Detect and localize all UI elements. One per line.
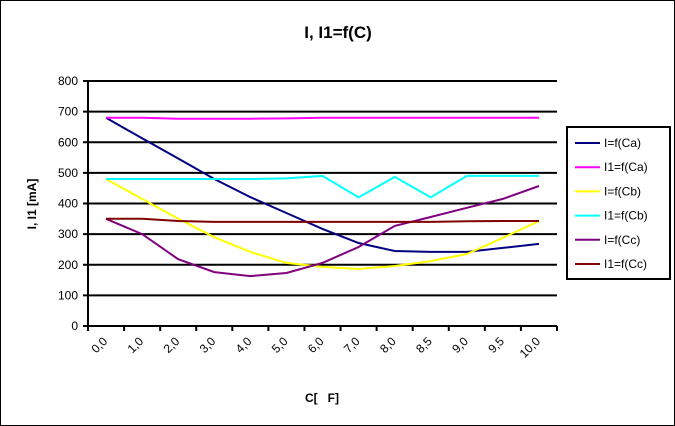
x-tick-label: 6,0: [305, 334, 327, 356]
legend-label: I1=f(Cb): [604, 209, 648, 223]
x-tick-label: 5,0: [269, 334, 291, 356]
y-tick-label: 400: [58, 197, 78, 211]
x-tick-label: 7,0: [341, 334, 363, 356]
x-tick-label: 9,5: [485, 334, 507, 356]
x-tick-label: 8,0: [377, 334, 399, 356]
x-tick-label: 10,0: [517, 334, 544, 361]
x-tick-label: 1,0: [125, 334, 147, 356]
x-tick-label: 9,0: [449, 334, 471, 356]
y-tick-label: 100: [58, 288, 78, 302]
y-tick-label: 800: [58, 74, 78, 88]
legend-label: I1=f(Ca): [604, 160, 648, 174]
series-line-3: [106, 174, 539, 199]
y-tick-label: 200: [58, 258, 78, 272]
legend-label: I=f(Cc): [604, 233, 640, 247]
legend-label: I=f(Cb): [604, 184, 641, 198]
x-tick-label: 4,0: [233, 334, 255, 356]
y-tick-label: 700: [58, 105, 78, 119]
series-line-0: [105, 116, 540, 253]
gridlines: [88, 80, 557, 297]
legend-label: I1=f(Cc): [604, 257, 647, 271]
x-tick-label: 2,0: [161, 334, 183, 356]
legend-box: [566, 126, 671, 280]
legend: I=f(Ca) I1=f(Ca) I=f(Cb) I1=f(Cb) I=f(Cc) I1=…: [566, 126, 671, 280]
x-tick-label: 8,5: [413, 334, 435, 356]
y-tick-label: 600: [58, 135, 78, 149]
y-tick-label: 500: [58, 166, 78, 180]
y-tick-label: 0: [71, 319, 78, 333]
y-tick-label: 300: [58, 227, 78, 241]
x-tick-label: 3,0: [197, 334, 219, 356]
series-lines: [105, 116, 540, 278]
legend-label: I=f(Ca): [604, 136, 641, 150]
y-axis-ticks: 0 100 200 300 400 500 600 700 800: [58, 74, 88, 333]
x-axis-ticks: 0,0 1,0 2,0 3,0 4,0 5,0 6,0 7,0 8,0 8,5 9,0 9,5 10,0: [87, 326, 558, 361]
series-line-5: [106, 217, 539, 223]
x-tick-label: 0,0: [88, 334, 110, 356]
chart-title: I, I1=f(C): [304, 23, 372, 42]
series-line-2: [105, 178, 540, 271]
x-axis-title: C[ F]: [305, 391, 339, 405]
series-line-1: [106, 116, 539, 120]
y-axis-title: I, I1 [mA]: [25, 179, 39, 230]
series-line-4: [105, 185, 540, 278]
